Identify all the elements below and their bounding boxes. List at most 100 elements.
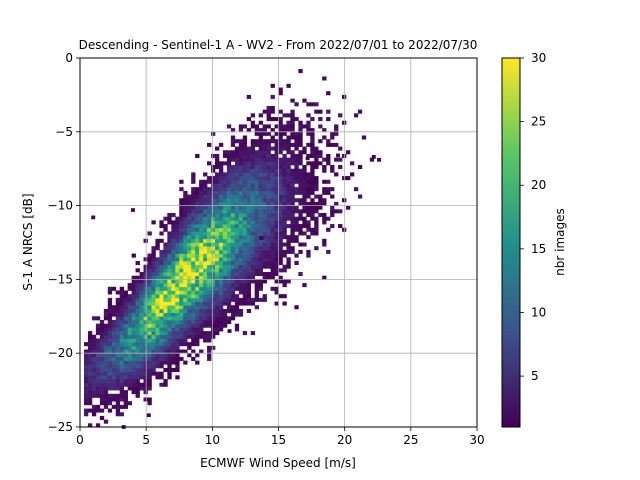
heatmap-cell xyxy=(155,272,160,277)
heatmap-cell xyxy=(234,275,240,280)
heatmap-cell xyxy=(306,128,311,133)
heatmap-cell xyxy=(211,331,216,336)
heatmap-cell xyxy=(262,209,267,214)
heatmap-cell xyxy=(286,205,291,210)
heatmap-cell xyxy=(167,286,172,291)
heatmap-cell xyxy=(218,161,224,166)
heatmap-cell xyxy=(238,242,244,247)
heatmap-cell xyxy=(302,242,307,247)
heatmap-cell xyxy=(254,212,259,218)
heatmap-cell xyxy=(167,319,172,325)
heatmap-cell xyxy=(298,131,303,136)
heatmap-cell xyxy=(191,308,196,313)
colorbar xyxy=(501,57,521,428)
heatmap-cell xyxy=(258,172,263,177)
heatmap-cell xyxy=(234,253,240,258)
heatmap-cell xyxy=(107,360,113,365)
heatmap-cell xyxy=(318,212,323,218)
heatmap-cell xyxy=(107,342,113,347)
heatmap-cell xyxy=(163,257,168,262)
heatmap-cell xyxy=(151,334,156,339)
heatmap-cell xyxy=(242,146,248,151)
heatmap-cell xyxy=(203,294,208,299)
heatmap-cell xyxy=(115,342,121,347)
heatmap-cell xyxy=(179,253,184,258)
heatmap-cell xyxy=(230,212,236,218)
heatmap-cell xyxy=(191,331,196,336)
heatmap-cell xyxy=(214,224,220,229)
heatmap-cell xyxy=(230,238,236,243)
heatmap-cell xyxy=(103,386,109,391)
heatmap-cell xyxy=(246,301,252,306)
heatmap-cell xyxy=(203,187,208,192)
heatmap-cell xyxy=(326,249,331,254)
heatmap-cell xyxy=(238,275,244,280)
heatmap-cell xyxy=(211,201,216,206)
heatmap-cell xyxy=(298,161,303,166)
heatmap-cell xyxy=(250,157,256,162)
heatmap-cell xyxy=(211,279,216,284)
heatmap-cell xyxy=(95,379,101,384)
heatmap-cell xyxy=(147,268,152,273)
heatmap-cell xyxy=(214,301,220,306)
heatmap-cell xyxy=(167,257,172,262)
heatmap-cell xyxy=(135,331,140,336)
heatmap-cell xyxy=(266,139,271,144)
heatmap-cell xyxy=(127,305,132,310)
heatmap-cell xyxy=(91,408,97,413)
heatmap-cell xyxy=(214,176,220,181)
heatmap-cell xyxy=(302,209,307,214)
heatmap-cell xyxy=(302,283,307,288)
heatmap-cell xyxy=(175,253,180,258)
heatmap-cell xyxy=(163,275,168,280)
heatmap-cell xyxy=(207,260,212,265)
heatmap-cell xyxy=(290,150,295,155)
heatmap-cell xyxy=(230,249,236,254)
heatmap-cell xyxy=(294,238,299,243)
heatmap-cell xyxy=(286,198,291,203)
heatmap-cell xyxy=(286,124,291,129)
heatmap-cell xyxy=(334,124,339,129)
heatmap-cell xyxy=(274,231,279,236)
heatmap-cell xyxy=(250,224,256,229)
heatmap-cell xyxy=(147,349,152,354)
heatmap-cell xyxy=(143,275,148,280)
heatmap-cell xyxy=(111,367,117,372)
heatmap-cell xyxy=(306,102,311,107)
heatmap-cell xyxy=(274,161,279,166)
heatmap-cell xyxy=(159,231,164,236)
heatmap-cell xyxy=(91,371,97,376)
heatmap-cell xyxy=(314,205,319,210)
heatmap-cell xyxy=(266,165,271,170)
heatmap-cell xyxy=(195,286,200,291)
heatmap-cell xyxy=(167,272,172,277)
heatmap-cell xyxy=(171,279,176,284)
heatmap-cell xyxy=(250,139,256,144)
heatmap-cell xyxy=(135,390,140,395)
heatmap-cell xyxy=(286,187,291,192)
heatmap-cell xyxy=(207,264,212,269)
heatmap-cell xyxy=(286,139,291,144)
heatmap-cell xyxy=(282,220,287,225)
heatmap-cell xyxy=(127,342,132,347)
heatmap-cell xyxy=(131,316,136,321)
heatmap-cell xyxy=(294,305,299,310)
heatmap-cell xyxy=(139,275,144,280)
heatmap-cell xyxy=(294,135,299,140)
heatmap-cell xyxy=(266,194,271,199)
heatmap-cell xyxy=(119,371,125,376)
heatmap-cell xyxy=(203,216,208,221)
heatmap-cell xyxy=(310,198,315,203)
heatmap-cell xyxy=(207,353,212,358)
heatmap-cell xyxy=(218,272,224,277)
heatmap-cell xyxy=(83,408,89,413)
heatmap-cell xyxy=(195,334,200,339)
heatmap-cell xyxy=(242,153,248,158)
heatmap-cell xyxy=(83,393,89,398)
heatmap-cell xyxy=(214,231,220,236)
heatmap-cell xyxy=(159,238,164,243)
heatmap-cell xyxy=(270,105,275,111)
heatmap-cell xyxy=(195,342,200,347)
heatmap-cell xyxy=(155,301,160,306)
